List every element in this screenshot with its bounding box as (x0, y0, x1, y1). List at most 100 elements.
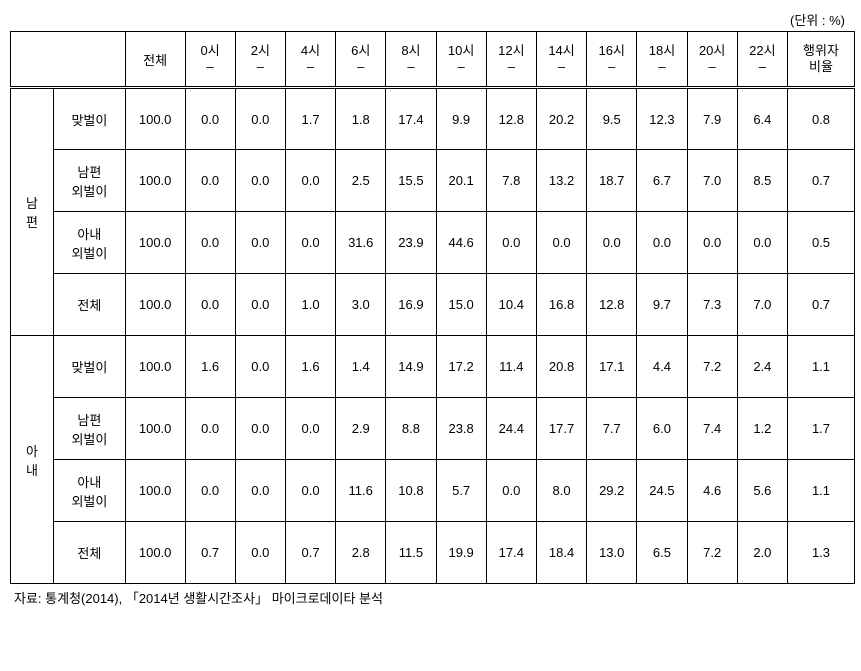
data-cell: 1.2 (737, 398, 787, 460)
row-label: 아내외벌이 (54, 460, 126, 522)
data-cell: 1.3 (787, 522, 854, 584)
data-cell: 7.0 (737, 274, 787, 336)
data-cell: 3.0 (336, 274, 386, 336)
data-cell: 0.0 (235, 460, 285, 522)
data-cell: 7.0 (687, 150, 737, 212)
data-cell: 1.7 (285, 88, 335, 150)
header-hour-6: 6시– (336, 32, 386, 88)
table-row: 남편맞벌이100.00.00.01.71.817.49.912.820.29.5… (11, 88, 855, 150)
data-cell: 11.6 (336, 460, 386, 522)
data-cell: 13.0 (587, 522, 637, 584)
data-cell: 2.8 (336, 522, 386, 584)
data-cell: 15.5 (386, 150, 436, 212)
data-cell: 0.0 (587, 212, 637, 274)
data-cell: 0.0 (285, 398, 335, 460)
source-note: 자료: 통계청(2014), 「2014년 생활시간조사」 마이크로데이타 분석 (10, 588, 851, 607)
data-cell: 24.4 (486, 398, 536, 460)
data-cell: 24.5 (637, 460, 687, 522)
data-cell: 1.1 (787, 336, 854, 398)
data-cell: 0.0 (486, 212, 536, 274)
data-cell: 6.5 (637, 522, 687, 584)
data-cell: 1.1 (787, 460, 854, 522)
data-cell: 12.8 (587, 274, 637, 336)
data-cell: 8.5 (737, 150, 787, 212)
data-cell: 0.8 (787, 88, 854, 150)
data-cell: 100.0 (125, 460, 185, 522)
data-cell: 0.0 (235, 212, 285, 274)
data-cell: 1.0 (285, 274, 335, 336)
data-cell: 0.0 (687, 212, 737, 274)
unit-label: (단위 : %) (10, 10, 851, 29)
header-hour-20: 20시– (687, 32, 737, 88)
data-cell: 7.4 (687, 398, 737, 460)
data-cell: 18.7 (587, 150, 637, 212)
data-cell: 0.0 (185, 150, 235, 212)
data-cell: 0.0 (235, 522, 285, 584)
data-table: 전체 0시– 2시– 4시– 6시– 8시– 10시– 12시– 14시– 16… (10, 31, 855, 584)
data-cell: 16.8 (536, 274, 586, 336)
data-cell: 0.0 (185, 88, 235, 150)
data-cell: 0.0 (285, 212, 335, 274)
row-label: 남편외벌이 (54, 150, 126, 212)
data-cell: 16.9 (386, 274, 436, 336)
group-label: 남편 (11, 88, 54, 336)
data-cell: 11.5 (386, 522, 436, 584)
data-cell: 6.0 (637, 398, 687, 460)
data-cell: 9.9 (436, 88, 486, 150)
row-label: 남편외벌이 (54, 398, 126, 460)
data-cell: 100.0 (125, 88, 185, 150)
header-hour-14: 14시– (536, 32, 586, 88)
data-cell: 1.7 (787, 398, 854, 460)
data-cell: 2.5 (336, 150, 386, 212)
table-row: 전체100.00.00.01.03.016.915.010.416.812.89… (11, 274, 855, 336)
table-row: 아내외벌이100.00.00.00.011.610.85.70.08.029.2… (11, 460, 855, 522)
data-cell: 6.7 (637, 150, 687, 212)
data-cell: 2.4 (737, 336, 787, 398)
data-cell: 0.7 (185, 522, 235, 584)
data-cell: 0.0 (737, 212, 787, 274)
data-cell: 0.0 (235, 336, 285, 398)
data-cell: 0.5 (787, 212, 854, 274)
data-cell: 5.7 (436, 460, 486, 522)
data-cell: 0.0 (185, 212, 235, 274)
data-cell: 2.0 (737, 522, 787, 584)
data-cell: 6.4 (737, 88, 787, 150)
data-cell: 5.6 (737, 460, 787, 522)
data-cell: 7.2 (687, 522, 737, 584)
header-row: 전체 0시– 2시– 4시– 6시– 8시– 10시– 12시– 14시– 16… (11, 32, 855, 88)
data-cell: 11.4 (486, 336, 536, 398)
table-row: 전체100.00.70.00.72.811.519.917.418.413.06… (11, 522, 855, 584)
header-hour-18: 18시– (637, 32, 687, 88)
data-cell: 100.0 (125, 522, 185, 584)
header-hour-16: 16시– (587, 32, 637, 88)
header-hour-10: 10시– (436, 32, 486, 88)
data-cell: 0.0 (235, 398, 285, 460)
row-label: 맞벌이 (54, 88, 126, 150)
row-label: 전체 (54, 522, 126, 584)
data-cell: 0.0 (285, 460, 335, 522)
data-cell: 0.0 (235, 150, 285, 212)
data-cell: 100.0 (125, 274, 185, 336)
data-cell: 7.7 (587, 398, 637, 460)
data-cell: 20.8 (536, 336, 586, 398)
data-cell: 13.2 (536, 150, 586, 212)
data-cell: 18.4 (536, 522, 586, 584)
data-cell: 0.0 (235, 274, 285, 336)
data-cell: 1.6 (285, 336, 335, 398)
data-cell: 14.9 (386, 336, 436, 398)
table-row: 남편외벌이100.00.00.00.02.98.823.824.417.77.7… (11, 398, 855, 460)
data-cell: 17.7 (536, 398, 586, 460)
data-cell: 20.2 (536, 88, 586, 150)
data-cell: 17.2 (436, 336, 486, 398)
row-label: 전체 (54, 274, 126, 336)
header-hour-22: 22시– (737, 32, 787, 88)
data-cell: 12.8 (486, 88, 536, 150)
data-cell: 0.0 (185, 274, 235, 336)
data-cell: 1.4 (336, 336, 386, 398)
data-cell: 10.4 (486, 274, 536, 336)
header-hour-0: 0시– (185, 32, 235, 88)
data-cell: 12.3 (637, 88, 687, 150)
data-cell: 100.0 (125, 212, 185, 274)
data-cell: 0.0 (536, 212, 586, 274)
data-cell: 0.0 (235, 88, 285, 150)
